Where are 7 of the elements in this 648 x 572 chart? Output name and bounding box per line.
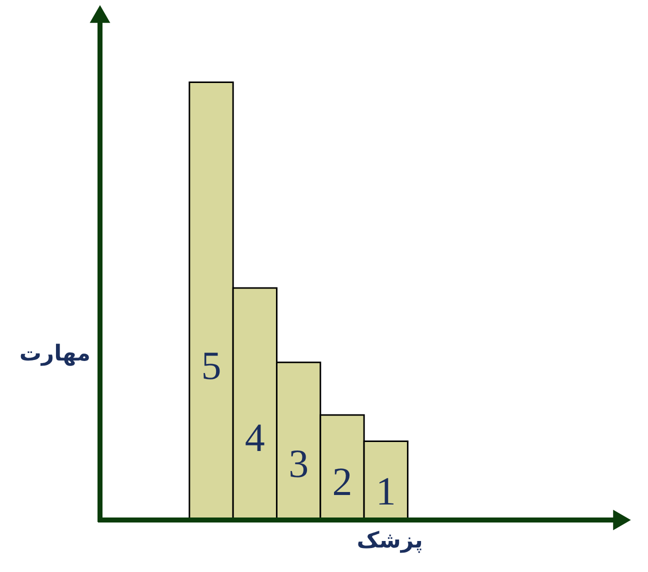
x-axis-title: پزشک bbox=[356, 528, 423, 554]
x-tick-label: 3 bbox=[288, 440, 309, 486]
x-tick-label: 5 bbox=[201, 342, 222, 388]
x-tick-label: 2 bbox=[332, 459, 352, 504]
y-axis-title: مهارت bbox=[19, 342, 90, 367]
x-tick-label: 4 bbox=[244, 414, 265, 460]
x-tick-label: 1 bbox=[376, 468, 396, 514]
